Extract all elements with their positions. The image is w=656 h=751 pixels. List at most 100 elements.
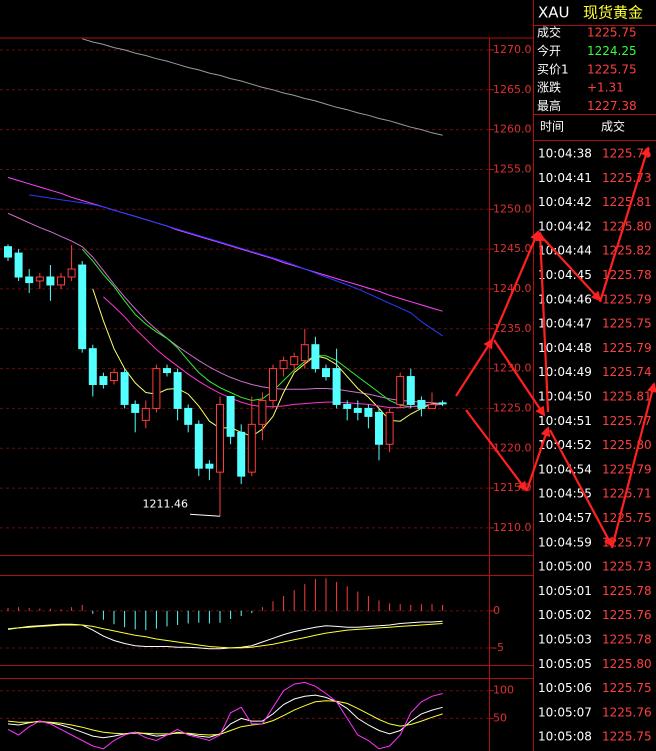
candle-body [364,407,373,417]
low-annotation: 1211.46 [143,497,189,510]
moving-average [7,176,443,312]
moving-average [92,288,443,437]
tick-time: 10:05:05 [538,657,592,671]
tick-time: 10:05:01 [538,584,592,598]
tick-time: 10:04:59 [538,535,592,549]
candle-body [343,403,352,409]
field-value: 1224.25 [587,44,637,58]
candle-body [205,463,214,469]
axis: 50 100 [0,684,514,724]
y-tick-label: 1220.0 [493,441,532,454]
tick-price: 1225.73 [602,560,652,574]
candle-body [396,376,405,405]
candle-body [353,407,362,413]
y-tick-label: 1210.0 [493,521,532,534]
arrow [455,338,494,397]
moving-average [82,38,443,136]
tick-price: 1225.78 [602,584,652,598]
annotation-arrows [455,146,656,549]
arrow [598,146,651,303]
tick-price: 1225.82 [602,244,652,258]
candle-body [46,276,55,286]
y-tick-label: 1215.0 [493,481,532,494]
field-label: 今开 [537,43,561,58]
tick-time: 10:04:57 [538,511,592,525]
candle-body [269,368,277,401]
indicator-line [7,700,443,736]
tick-time: 10:04:46 [538,292,592,306]
y-tick-label: 50 [493,711,507,724]
tick-price: 1225.77 [602,414,652,428]
moving-average [7,212,443,405]
tick-time: 10:05:02 [538,608,592,622]
candle-body [216,403,224,473]
candle-body [194,423,203,469]
column-header: 成交 [601,119,625,134]
tick-time: 10:04:55 [538,487,592,501]
symbol: XAU [538,4,570,22]
candle-body [163,368,171,374]
arrow [540,235,602,302]
candle-body [152,368,161,409]
field-label: 买价1 [537,62,569,76]
y-tick-label: 1270.0 [493,43,532,56]
tick-price: 1225.79 [602,292,652,306]
candle-body [173,372,182,409]
candle-body [311,344,320,370]
macd-line [7,623,443,649]
plot [7,578,444,650]
candle-body [4,246,12,258]
candle-body [300,344,309,362]
arrow [490,230,540,341]
candle-body [14,252,23,278]
arrow [610,382,656,549]
candle-body [290,356,299,366]
tick-price: 1225.79 [602,341,652,355]
field-value: 1227.38 [587,99,637,113]
tick-price: 1225.79 [602,462,652,476]
indicator-line [7,694,443,739]
candle-body [184,407,193,425]
y-tick-label: 1235.0 [493,322,532,335]
tick-price: 1225.75 [602,511,652,525]
candle-body [67,268,76,278]
tick-time: 10:04:50 [538,390,592,404]
tick-time: 10:05:06 [538,681,592,695]
tick-time: 10:04:42 [538,219,592,233]
field-label: 成交 [537,25,561,40]
candle-body [35,276,44,282]
field-value: 1225.75 [587,62,637,76]
candle-body [428,403,436,409]
candle-body [120,372,129,405]
tick-time: 10:04:42 [538,195,592,209]
tick-time: 10:04:44 [538,244,592,258]
y-tick-label: 1250.0 [493,202,532,215]
tick-price: 1225.76 [602,705,652,719]
field-label: 最高 [537,98,561,113]
instrument-name: 现货黄金 [583,4,643,22]
candle-body [99,376,108,386]
candle-body [131,403,140,413]
column-header: 时间 [540,120,564,134]
arrow [525,426,551,491]
tick-price: 1225.80 [602,657,652,671]
candle-body [322,368,330,378]
annotation-leader [189,513,221,517]
tick-price: 1225.78 [602,268,652,282]
y-tick-label: 1255.0 [493,162,532,175]
tick-time: 10:04:54 [538,462,592,476]
tick-price: 1225.75 [602,681,652,695]
quote-panel: XAU 现货黄金 时间 成交 成交 1225.75 今开 1224.25 买价1 1225… [537,4,652,744]
y-tick-label: 0 [493,604,500,617]
charts: 1210.01215.01220.01225.01230.01235.01240… [0,38,532,750]
tick-price: 1225.81 [602,390,652,404]
tick-price: 1225.75 [602,317,652,331]
tick-time: 10:05:03 [538,633,592,647]
tick-time: 10:04:52 [538,438,592,452]
tick-time: 10:04:38 [538,147,592,161]
y-tick-label: 1245.0 [493,242,532,255]
tick-time: 10:05:07 [538,705,592,719]
tick-time: 10:04:47 [538,317,592,331]
moving-average [29,194,443,337]
